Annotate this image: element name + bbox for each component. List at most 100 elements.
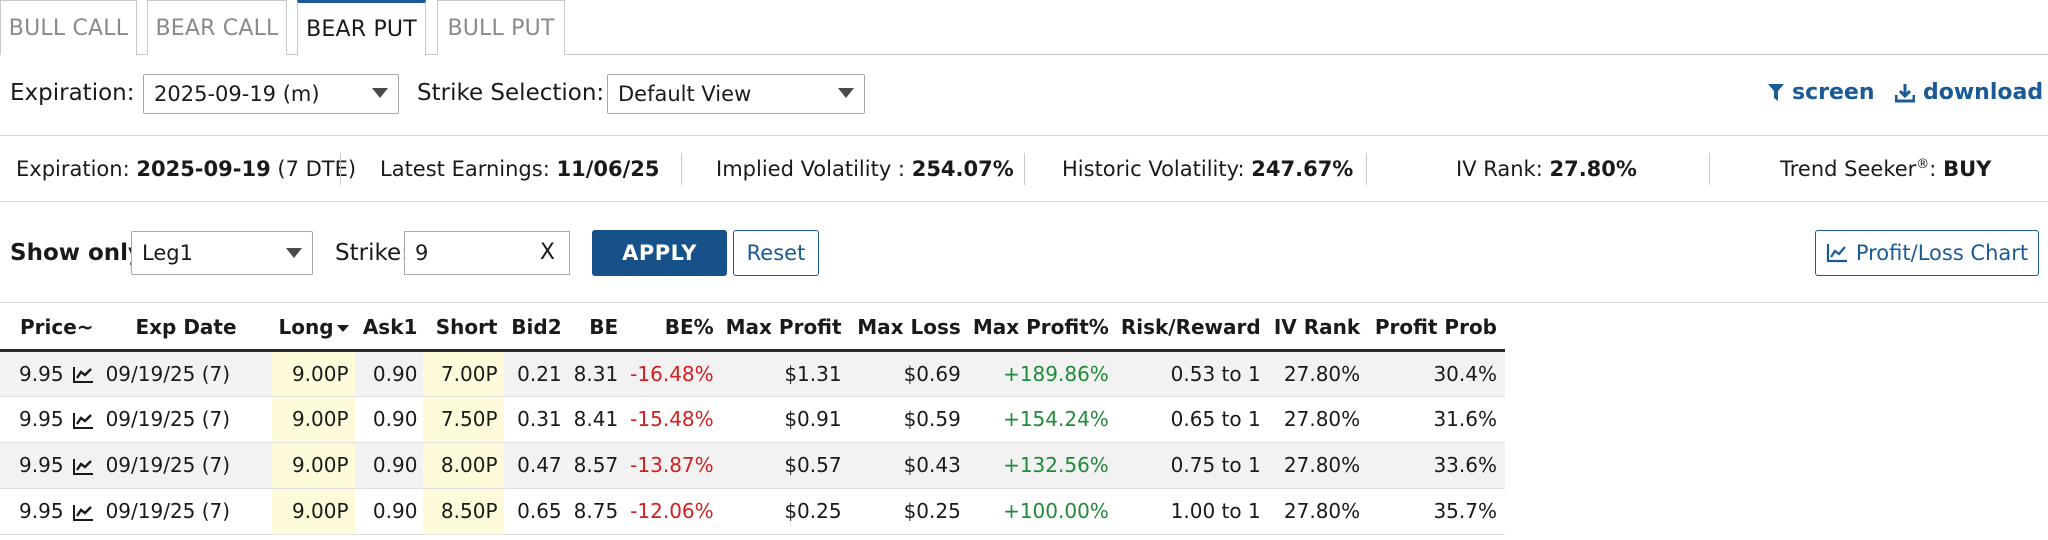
col-iv-rank[interactable]: IV Rank — [1266, 306, 1367, 352]
chevron-down-icon — [286, 248, 302, 258]
strategy-tabs: BULL CALL BEAR CALL BEAR PUT BULL PUT — [0, 0, 2048, 56]
hv-value: 247.67% — [1251, 157, 1354, 181]
cell-max-loss: $0.25 — [847, 488, 967, 535]
iv-rank-info: IV Rank: 27.80% — [1456, 157, 1637, 181]
trend-label: Trend Seeker — [1780, 157, 1917, 181]
cell-risk-reward: 1.00 to 1 — [1114, 488, 1267, 535]
strike-label: Strike: — [335, 240, 409, 266]
cell-long: 9.00P — [272, 442, 355, 489]
cell-price: 9.95 — [0, 350, 100, 397]
col-bid2[interactable]: Bid2 — [503, 306, 568, 352]
chevron-down-icon — [372, 88, 388, 98]
tab-bull-call[interactable]: BULL CALL — [0, 0, 137, 55]
tab-bull-put[interactable]: BULL PUT — [437, 0, 565, 55]
cell-max-profit-pct: +100.00% — [966, 488, 1115, 535]
table-row[interactable]: 9.95 09/19/25 (7) 9.00P 0.90 7.00P 0.21 … — [0, 350, 1505, 397]
col-ask1[interactable]: Ask1 — [354, 306, 424, 352]
line-chart-icon[interactable] — [72, 504, 94, 522]
cell-iv-rank: 27.80% — [1266, 488, 1367, 535]
cell-max-profit-pct: +189.86% — [966, 350, 1115, 397]
cell-bid2: 0.31 — [503, 396, 568, 443]
line-chart-icon[interactable] — [72, 458, 94, 476]
cell-profit-prob: 31.6% — [1366, 396, 1505, 443]
line-chart-icon[interactable] — [72, 412, 94, 430]
screen-link[interactable]: screen — [1768, 80, 1875, 105]
cell-risk-reward: 0.65 to 1 — [1114, 396, 1267, 443]
strike-input-value: 9 — [415, 241, 429, 265]
cell-max-profit: $1.31 — [719, 350, 848, 397]
col-max-loss[interactable]: Max Loss — [847, 306, 967, 352]
strike-selection-select[interactable]: Default View — [607, 74, 865, 114]
cell-bid2: 0.47 — [503, 442, 568, 489]
cell-max-profit-pct: +132.56% — [966, 442, 1115, 489]
trend-value: BUY — [1943, 157, 1992, 181]
table-row[interactable]: 9.95 09/19/25 (7) 9.00P 0.90 8.50P 0.65 … — [0, 488, 1505, 535]
cell-long: 9.00P — [272, 396, 355, 443]
cell-exp-date: 09/19/25 (7) — [99, 442, 273, 489]
cell-profit-prob: 33.6% — [1366, 442, 1505, 489]
line-chart-icon — [1826, 244, 1847, 263]
cell-iv-rank: 27.80% — [1266, 442, 1367, 489]
col-long-label: Long — [278, 315, 334, 340]
col-exp-date[interactable]: Exp Date — [99, 306, 273, 352]
tab-bear-call[interactable]: BEAR CALL — [147, 0, 287, 55]
cell-ask1: 0.90 — [354, 350, 424, 397]
expiration-info: Expiration: 2025-09-19 (7 DTE) — [16, 157, 356, 181]
col-risk-reward[interactable]: Risk/Reward — [1114, 306, 1267, 352]
col-short[interactable]: Short — [423, 306, 504, 352]
col-long[interactable]: Long — [272, 306, 355, 352]
download-icon — [1895, 83, 1915, 102]
screen-label: screen — [1792, 80, 1875, 105]
col-price[interactable]: Price~ — [0, 306, 100, 352]
tab-bear-put[interactable]: BEAR PUT — [297, 0, 426, 56]
table-row[interactable]: 9.95 09/19/25 (7) 9.00P 0.90 8.00P 0.47 … — [0, 442, 1505, 489]
cell-short: 8.50P — [423, 488, 504, 535]
earnings-value: 11/06/25 — [556, 157, 660, 181]
cell-price: 9.95 — [0, 442, 100, 489]
col-profit-prob[interactable]: Profit Prob — [1366, 306, 1505, 352]
divider — [681, 153, 682, 185]
col-max-profit[interactable]: Max Profit — [719, 306, 848, 352]
cell-be-pct: -15.48% — [624, 396, 720, 443]
show-only-select[interactable]: Leg1 — [131, 231, 313, 275]
cell-be: 8.75 — [567, 488, 625, 535]
col-be-pct[interactable]: BE% — [624, 306, 720, 352]
summary-strip: Expiration: 2025-09-19 (7 DTE) Latest Ea… — [0, 137, 2048, 202]
cell-bid2: 0.21 — [503, 350, 568, 397]
strike-selection-label: Strike Selection: — [417, 80, 605, 106]
cell-long: 9.00P — [272, 350, 355, 397]
reset-button[interactable]: Reset — [733, 230, 819, 276]
cell-short: 7.50P — [423, 396, 504, 443]
hv-label: Historic Volatility: — [1062, 157, 1245, 181]
cell-max-profit-pct: +154.24% — [966, 396, 1115, 443]
line-chart-icon[interactable] — [72, 366, 94, 384]
cell-be: 8.57 — [567, 442, 625, 489]
download-label: download — [1923, 80, 2044, 105]
expiration-info-label: Expiration: — [16, 157, 130, 181]
cell-be-pct: -13.87% — [624, 442, 720, 489]
col-max-profit-pct[interactable]: Max Profit% — [966, 306, 1115, 352]
download-link[interactable]: download — [1895, 80, 2043, 105]
table-row[interactable]: 9.95 09/19/25 (7) 9.00P 0.90 7.50P 0.31 … — [0, 396, 1505, 443]
cell-bid2: 0.65 — [503, 488, 568, 535]
expiration-select[interactable]: 2025-09-19 (m) — [143, 74, 399, 114]
cell-ask1: 0.90 — [354, 442, 424, 489]
earnings-info: Latest Earnings: 11/06/25 — [380, 157, 659, 181]
cell-exp-date: 09/19/25 (7) — [99, 396, 273, 443]
sort-desc-icon — [336, 325, 349, 333]
registered-mark: ® — [1916, 157, 1930, 172]
iv-label: Implied Volatility : — [716, 157, 906, 181]
strike-input[interactable]: 9 X — [404, 231, 570, 275]
cell-be-pct: -16.48% — [624, 350, 720, 397]
divider — [1366, 153, 1367, 185]
cell-max-loss: $0.43 — [847, 442, 967, 489]
cell-short: 7.00P — [423, 350, 504, 397]
earnings-label: Latest Earnings: — [380, 157, 550, 181]
profit-loss-chart-button[interactable]: Profit/Loss Chart — [1815, 230, 2039, 276]
cell-price: 9.95 — [0, 396, 100, 443]
clear-strike-button[interactable]: X — [539, 240, 555, 265]
filter-icon — [1768, 83, 1784, 101]
apply-button[interactable]: APPLY — [592, 230, 727, 276]
col-be[interactable]: BE — [567, 306, 625, 352]
cell-ask1: 0.90 — [354, 396, 424, 443]
